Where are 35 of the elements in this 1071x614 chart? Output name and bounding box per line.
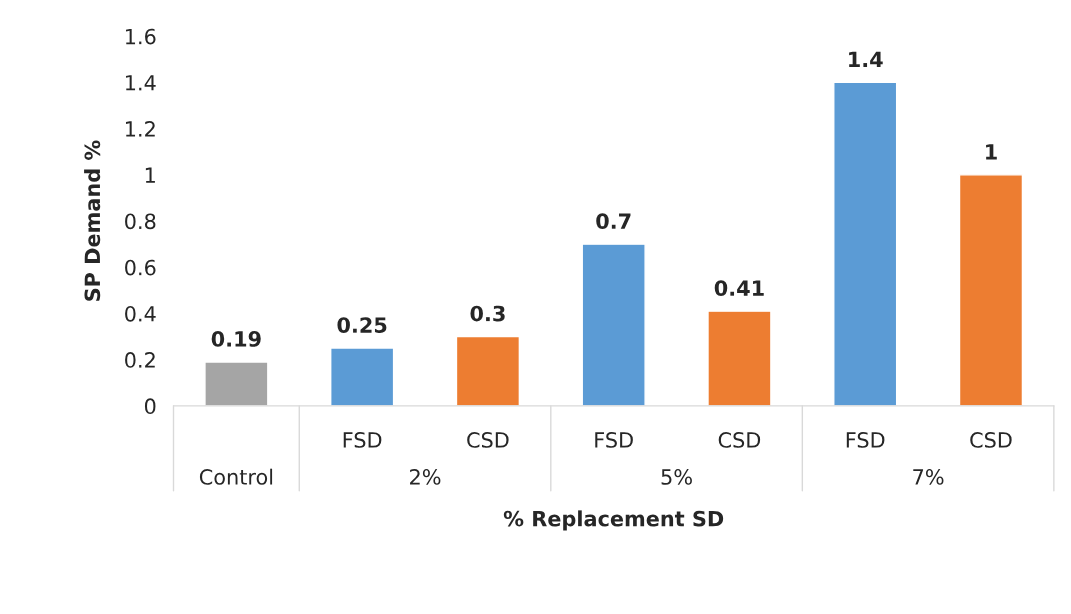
- data-label: 0.3: [470, 305, 505, 322]
- bar: [958, 174, 1024, 406]
- x-tick-label: CSD: [467, 432, 509, 448]
- data-label: 0.41: [714, 280, 764, 296]
- x-tick-label: FSD: [846, 432, 885, 448]
- y-axis-title: SP Demand %: [84, 140, 101, 301]
- x-tick-label: FSD: [343, 432, 382, 448]
- x-tick-label: CSD: [718, 432, 761, 448]
- bar: [581, 243, 646, 406]
- data-label: 1: [986, 144, 997, 160]
- text: 2%: [410, 469, 441, 485]
- text: 7%: [913, 469, 944, 485]
- bar: [707, 310, 772, 406]
- y-tick-label: 1.6: [125, 28, 156, 45]
- y-tick-label: 1: [145, 167, 155, 183]
- y-tick-label: 0.2: [125, 352, 155, 368]
- y-tick-label: 0.6: [125, 259, 156, 276]
- text: 5%: [661, 469, 692, 485]
- bar: [455, 335, 521, 406]
- x-tick-label: CSD: [970, 432, 1012, 448]
- x-axis-title: % Replacement SD: [503, 510, 724, 531]
- data-label: 0.19: [211, 331, 261, 347]
- data-label: 0.7: [596, 213, 631, 229]
- data-label: 1.4: [849, 51, 883, 67]
- text: Control: [199, 468, 273, 485]
- y-tick-label: 0: [144, 398, 156, 415]
- bar: [204, 361, 269, 406]
- y-tick-label: 1.2: [125, 121, 155, 137]
- x-tick-label: FSD: [595, 432, 633, 448]
- y-tick-label: 0.8: [125, 213, 156, 230]
- data-label: 0.25: [337, 317, 387, 333]
- bar: [330, 347, 395, 406]
- y-tick-label: 1.4: [125, 75, 156, 91]
- y-tick-label: 0.4: [125, 305, 156, 322]
- bar: [833, 81, 898, 406]
